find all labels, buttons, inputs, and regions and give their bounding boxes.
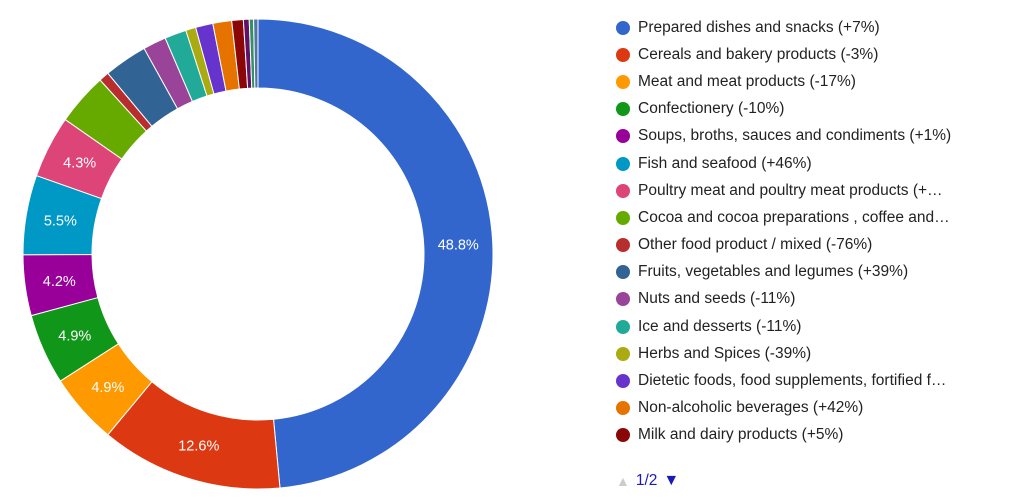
pager-page-text: 1/2	[635, 472, 658, 489]
donut-chart-svg: 48.8% 12.6% 4.9% 4.9% 4.2% 5.5% 4.3%	[22, 18, 494, 490]
legend-item[interactable]: Cocoa and cocoa preparations , coffee an…	[616, 204, 1016, 231]
legend-swatch	[616, 47, 630, 62]
legend-label: Meat and meat products (-17%)	[638, 72, 856, 90]
legend-item[interactable]: Confectionery (-10%)	[616, 96, 1016, 123]
legend-label: Dietetic foods, food supplements, fortif…	[638, 372, 947, 390]
legend-label: Nuts and seeds (-11%)	[638, 290, 796, 308]
legend-swatch	[616, 265, 630, 280]
slice-label-1: 12.6%	[178, 439, 219, 455]
legend-item[interactable]: Fish and seafood (+46%)	[616, 150, 1016, 177]
legend-item[interactable]: Prepared dishes and snacks (+7%)	[616, 14, 1016, 41]
legend-pager: ▲ 1/2 ▼	[616, 470, 679, 492]
legend-swatch	[616, 183, 630, 198]
legend-swatch	[616, 401, 630, 416]
legend-item[interactable]: Poultry meat and poultry meat products (…	[616, 177, 1016, 204]
pager-next-icon[interactable]: ▼	[663, 472, 680, 489]
legend-item[interactable]: Fruits, vegetables and legumes (+39%)	[616, 259, 1016, 286]
legend-label: Herbs and Spices (-39%)	[638, 344, 812, 362]
legend-label: Fruits, vegetables and legumes (+39%)	[638, 263, 909, 281]
legend-swatch	[616, 74, 630, 89]
slice-0[interactable]	[257, 18, 494, 489]
slice-label-0: 48.8%	[438, 238, 479, 254]
legend-item[interactable]: Herbs and Spices (-39%)	[616, 340, 1016, 367]
legend-label: Soups, broths, sauces and condiments (+1…	[638, 127, 952, 145]
legend-label: Non-alcoholic beverages (+42%)	[638, 399, 864, 417]
legend-swatch	[616, 102, 630, 117]
legend: Prepared dishes and snacks (+7%) Cereals …	[616, 14, 1016, 449]
legend-label: Prepared dishes and snacks (+7%)	[638, 18, 880, 36]
legend-label: Cereals and bakery products (-3%)	[638, 45, 879, 63]
pager-prev-icon[interactable]: ▲	[616, 473, 630, 489]
legend-item[interactable]: Cereals and bakery products (-3%)	[616, 41, 1016, 68]
slice-label-5: 5.5%	[44, 213, 77, 229]
legend-swatch	[616, 428, 630, 443]
legend-label: Milk and dairy products (+5%)	[638, 426, 844, 444]
slice-label-2: 4.9%	[91, 380, 124, 396]
legend-swatch	[616, 319, 630, 334]
legend-swatch	[616, 374, 630, 389]
legend-swatch	[616, 20, 630, 35]
legend-label: Other food product / mixed (-76%)	[638, 236, 873, 254]
slice-label-3: 4.9%	[58, 328, 91, 344]
legend-item[interactable]: Meat and meat products (-17%)	[616, 68, 1016, 95]
legend-item[interactable]: Nuts and seeds (-11%)	[616, 286, 1016, 313]
legend-swatch	[616, 346, 630, 361]
legend-swatch	[616, 156, 630, 171]
legend-label: Poultry meat and poultry meat products (…	[638, 181, 943, 199]
legend-label: Confectionery (-10%)	[638, 100, 785, 118]
legend-item[interactable]: Non-alcoholic beverages (+42%)	[616, 395, 1016, 422]
legend-item[interactable]: Dietetic foods, food supplements, fortif…	[616, 367, 1016, 394]
legend-label: Fish and seafood (+46%)	[638, 154, 812, 172]
legend-item[interactable]: Other food product / mixed (-76%)	[616, 232, 1016, 259]
legend-swatch	[616, 292, 630, 307]
legend-item[interactable]: Milk and dairy products (+5%)	[616, 422, 1016, 449]
legend-item[interactable]: Soups, broths, sauces and condiments (+1…	[616, 123, 1016, 150]
legend-label: Cocoa and cocoa preparations , coffee an…	[638, 208, 950, 226]
legend-swatch	[616, 210, 630, 225]
legend-swatch	[616, 129, 630, 144]
legend-item[interactable]: Ice and desserts (-11%)	[616, 313, 1016, 340]
slice-18[interactable]	[253, 18, 259, 89]
legend-label: Ice and desserts (-11%)	[638, 317, 802, 335]
slice-label-4: 4.2%	[43, 274, 76, 290]
slice-label-6: 4.3%	[63, 155, 96, 171]
donut-chart: 48.8% 12.6% 4.9% 4.9% 4.2% 5.5% 4.3%	[22, 18, 494, 490]
legend-swatch	[616, 238, 630, 253]
